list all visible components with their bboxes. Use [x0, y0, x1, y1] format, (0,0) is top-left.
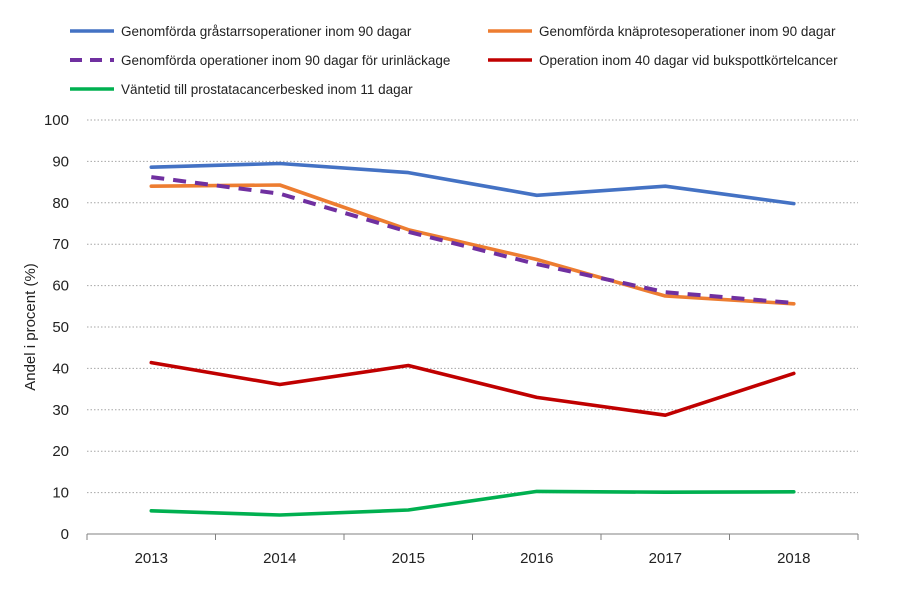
- series-lines: [149, 161, 796, 517]
- y-tick-label: 60: [52, 278, 69, 295]
- y-tick-label: 10: [52, 485, 69, 502]
- series-line-3: [151, 175, 794, 305]
- legend-label: Väntetid till prostatacancerbesked inom …: [121, 82, 413, 97]
- x-tick-label: 2014: [263, 550, 296, 567]
- series-line-1: [149, 161, 796, 206]
- y-tick-label: 70: [52, 236, 69, 253]
- x-tick-label: 2016: [520, 550, 553, 567]
- axes: 0 10 20 30 40 50 60 70 80 90 100 2013 2014 2015 2016 20…: [44, 112, 859, 567]
- series-line-5: [149, 489, 796, 517]
- series-line-2: [149, 183, 796, 306]
- y-tick-label: 80: [52, 195, 69, 212]
- legend-label: Genomförda operationer inom 90 dagar för…: [121, 53, 450, 68]
- y-tick-label: 50: [52, 319, 69, 336]
- series-line-4: [149, 360, 796, 418]
- y-tick-label: 20: [52, 443, 69, 460]
- x-tick-label: 2018: [777, 550, 810, 567]
- legend: Genomförda gråstarrsoperationer inom 90 …: [70, 24, 838, 97]
- legend-label: Operation inom 40 dagar vid bukspottkört…: [539, 53, 838, 68]
- y-tick-label: 0: [61, 526, 69, 543]
- legend-label: Genomförda gråstarrsoperationer inom 90 …: [121, 24, 412, 39]
- x-tick-label: 2015: [392, 550, 425, 567]
- legend-label: Genomförda knäprotesoperationer inom 90 …: [539, 24, 836, 39]
- x-tick-label: 2013: [135, 550, 168, 567]
- y-axis-title: Andel i procent (%): [22, 263, 39, 391]
- x-tick-label: 2017: [649, 550, 682, 567]
- y-tick-label: 90: [52, 153, 69, 170]
- y-tick-label: 30: [52, 402, 69, 419]
- y-tick-label: 40: [52, 360, 69, 377]
- y-tick-label: 100: [44, 112, 69, 129]
- gridlines: [87, 119, 858, 494]
